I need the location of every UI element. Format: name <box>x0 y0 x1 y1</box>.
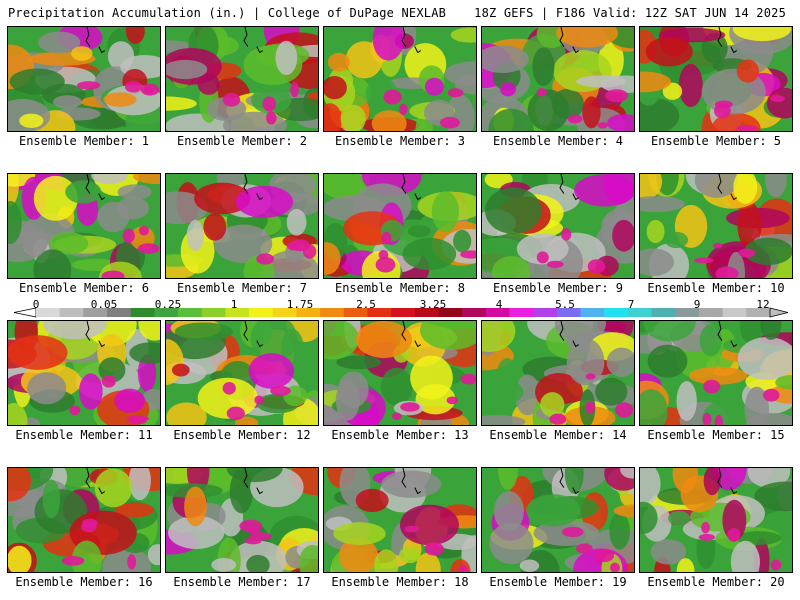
colorbar-tick-label: 7 <box>627 298 635 311</box>
colorbar-swatch-5 <box>154 308 179 317</box>
colorbar-swatch-18 <box>462 308 487 317</box>
colorbar-swatch-27 <box>675 308 700 317</box>
colorbar-tick-label: 3.25 <box>419 298 447 311</box>
colorbar-tick-label: 0 <box>32 298 40 311</box>
colorbar-swatch-12 <box>320 308 345 317</box>
ensemble-member-label-11: Ensemble Member: 11 <box>15 428 153 442</box>
ensemble-map-11 <box>7 320 161 426</box>
ensemble-map-20 <box>639 467 793 573</box>
colorbar-swatch-11 <box>296 308 321 317</box>
colorbar-swatch-9 <box>249 308 274 317</box>
colorbar-swatch-28 <box>698 308 723 317</box>
ensemble-map-12 <box>165 320 319 426</box>
ensemble-member-label-15: Ensemble Member: 15 <box>647 428 785 442</box>
colorbar-tick-label: 0.25 <box>154 298 182 311</box>
ensemble-map-18 <box>323 467 477 573</box>
ensemble-map-9 <box>481 173 635 279</box>
ensemble-map-2 <box>165 26 319 132</box>
ensemble-map-7 <box>165 173 319 279</box>
colorbar-swatch-30 <box>746 308 771 317</box>
ensemble-map-1 <box>7 26 161 132</box>
colorbar-swatch-17 <box>438 308 463 317</box>
ensemble-member-label-3: Ensemble Member: 3 <box>334 134 466 148</box>
colorbar-tick-label: 4 <box>495 298 503 311</box>
ensemble-map-16 <box>7 467 161 573</box>
ensemble-map-8 <box>323 173 477 279</box>
colorbar-swatch-29 <box>722 308 747 317</box>
colorbar-swatch-14 <box>367 308 392 317</box>
ensemble-member-label-10: Ensemble Member: 10 <box>647 281 785 295</box>
ensemble-member-label-6: Ensemble Member: 6 <box>18 281 150 295</box>
colorbar-swatch-20 <box>509 308 534 317</box>
colorbar-swatch-3 <box>107 308 132 317</box>
colorbar-swatch-19 <box>485 308 510 317</box>
ensemble-member-label-5: Ensemble Member: 5 <box>650 134 782 148</box>
colorbar-right-arrow <box>769 307 789 318</box>
ensemble-map-5 <box>639 26 793 132</box>
ensemble-map-3 <box>323 26 477 132</box>
colorbar-tick-label: 1 <box>230 298 238 311</box>
ensemble-member-label-18: Ensemble Member: 18 <box>331 575 469 589</box>
colorbar-tick-label: 2.5 <box>356 298 376 311</box>
ensemble-map-4 <box>481 26 635 132</box>
colorbar-swatch-4 <box>130 308 155 317</box>
colorbar-swatch-22 <box>556 308 581 317</box>
colorbar-tick-label: 1.75 <box>286 298 314 311</box>
ensemble-member-label-14: Ensemble Member: 14 <box>489 428 627 442</box>
ensemble-member-label-12: Ensemble Member: 12 <box>173 428 311 442</box>
ensemble-member-label-20: Ensemble Member: 20 <box>647 575 785 589</box>
colorbar-swatch-10 <box>272 308 297 317</box>
ensemble-member-label-8: Ensemble Member: 8 <box>334 281 466 295</box>
colorbar-swatch-6 <box>178 308 203 317</box>
ensemble-member-label-13: Ensemble Member: 13 <box>331 428 469 442</box>
ensemble-map-10 <box>639 173 793 279</box>
colorbar-swatch-15 <box>391 308 416 317</box>
colorbar-swatch-7 <box>201 308 226 317</box>
ensemble-member-label-1: Ensemble Member: 1 <box>18 134 150 148</box>
colorbar-swatch-23 <box>580 308 605 317</box>
ensemble-member-label-9: Ensemble Member: 9 <box>492 281 624 295</box>
colorbar-swatch-21 <box>533 308 558 317</box>
colorbar-tick-label: 9 <box>693 298 701 311</box>
ensemble-map-15 <box>639 320 793 426</box>
ensemble-member-label-19: Ensemble Member: 19 <box>489 575 627 589</box>
ensemble-map-13 <box>323 320 477 426</box>
model-run-info: 18Z GEFS | F186 Valid: 12Z SAT JUN 14 20… <box>474 6 786 20</box>
colorbar-tick-label: 0.05 <box>90 298 118 311</box>
ensemble-map-14 <box>481 320 635 426</box>
ensemble-member-label-4: Ensemble Member: 4 <box>492 134 624 148</box>
colorbar-swatch-26 <box>651 308 676 317</box>
colorbar-swatch-24 <box>604 308 629 317</box>
ensemble-member-label-2: Ensemble Member: 2 <box>176 134 308 148</box>
colorbar-swatch-2 <box>83 308 108 317</box>
colorbar-swatch-0 <box>36 308 60 317</box>
colorbar-tick-label: 12 <box>756 298 770 311</box>
ensemble-map-19 <box>481 467 635 573</box>
colorbar-swatch-1 <box>59 308 84 317</box>
colorbar-swatch-16 <box>414 308 439 317</box>
colorbar-swatch-25 <box>627 308 652 317</box>
ensemble-member-label-16: Ensemble Member: 16 <box>15 575 153 589</box>
ensemble-member-label-7: Ensemble Member: 7 <box>176 281 308 295</box>
map-title: Precipitation Accumulation (in.) | Colle… <box>8 6 447 20</box>
ensemble-member-label-17: Ensemble Member: 17 <box>173 575 311 589</box>
colorbar-tick-label: 5.5 <box>555 298 575 311</box>
colorbar-swatch-8 <box>225 308 250 317</box>
ensemble-map-17 <box>165 467 319 573</box>
colorbar-swatch-13 <box>343 308 368 317</box>
ensemble-map-6 <box>7 173 161 279</box>
